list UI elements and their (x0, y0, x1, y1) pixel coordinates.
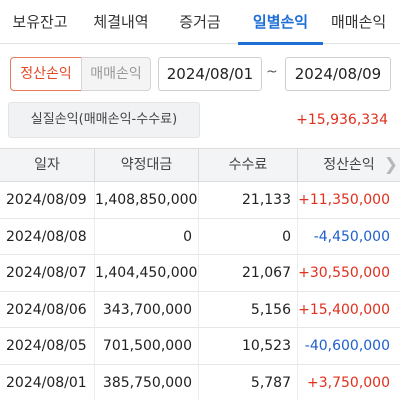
cell-fee: 21,067 (199, 255, 298, 291)
cell-pnl: -4,450,000 (313, 228, 390, 245)
summary-row: 실질손익(매매손익-수수료) +15,936,334 (0, 102, 400, 140)
cell-amount: 1,404,450,000 (95, 255, 199, 291)
tab-executions[interactable]: 체결내역 (93, 13, 149, 31)
cell-pnl: +15,400,000 (298, 301, 390, 318)
header-amount: 약정대금 (95, 149, 199, 181)
tab-daily-pnl[interactable]: 일별손익 (238, 0, 323, 45)
table-row[interactable]: 2024/08/05 701,500,000 10,523 -40,600,00… (0, 328, 400, 365)
table-row[interactable]: 2024/08/08 0 0 -4,450,000 (0, 218, 400, 255)
cell-amount: 0 (95, 218, 199, 255)
date-to-input[interactable]: 2024/08/09 (285, 57, 391, 91)
cell-amount: 1,408,850,000 (95, 182, 199, 218)
cell-fee: 0 (199, 218, 298, 255)
table-row[interactable]: 2024/08/06 343,700,000 5,156 +15,400,000 (0, 291, 400, 328)
cell-pnl: +30,550,000 (298, 265, 390, 281)
cell-date: 2024/08/08 (0, 218, 95, 255)
cell-amount: 385,750,000 (95, 364, 199, 400)
cell-date: 2024/08/09 (0, 182, 95, 218)
table-row[interactable]: 2024/08/09 1,408,850,000 21,133 +11,350,… (0, 182, 400, 219)
tab-holdings[interactable]: 보유잔고 (12, 13, 68, 31)
cell-pnl: +3,750,000 (307, 374, 390, 391)
chevron-right-icon[interactable]: ❯ (383, 155, 398, 175)
cell-fee: 10,523 (199, 328, 298, 364)
cell-fee: 5,156 (199, 291, 298, 328)
date-from-input[interactable]: 2024/08/01 (158, 57, 262, 91)
date-separator: ~ (266, 64, 278, 80)
header-date: 일자 (0, 149, 95, 181)
table-row[interactable]: 2024/08/01 385,750,000 5,787 +3,750,000 (0, 364, 400, 400)
summary-label: 실질손익(매매손익-수수료) (8, 102, 200, 138)
cell-amount: 343,700,000 (95, 291, 199, 328)
cell-pnl: -40,600,000 (304, 338, 390, 354)
cell-amount: 701,500,000 (95, 328, 199, 364)
table-header: 일자 약정대금 수수료 정산손익 ❯ (0, 148, 400, 182)
filter-bar: 정산손익 매매손익 2024/08/01 ~ 2024/08/09 (0, 44, 400, 102)
mode-settlement-button[interactable]: 정산손익 (10, 57, 82, 91)
tab-bar: 보유잔고 체결내역 증거금 일별손익 매매손익 (0, 0, 400, 45)
summary-value: +15,936,334 (296, 112, 388, 128)
cell-date: 2024/08/07 (0, 255, 95, 291)
table-body: 2024/08/09 1,408,850,000 21,133 +11,350,… (0, 182, 400, 400)
tab-margin[interactable]: 증거금 (179, 13, 221, 31)
table-row[interactable]: 2024/08/07 1,404,450,000 21,067 +30,550,… (0, 255, 400, 292)
cell-fee: 21,133 (199, 182, 298, 218)
header-pnl: 정산손익 (323, 157, 375, 173)
mode-trade-button[interactable]: 매매손익 (81, 57, 151, 91)
tab-trade-pnl[interactable]: 매매손익 (331, 13, 387, 31)
cell-fee: 5,787 (199, 364, 298, 400)
cell-date: 2024/08/06 (0, 291, 95, 328)
cell-pnl: +11,350,000 (298, 192, 390, 208)
cell-date: 2024/08/05 (0, 328, 95, 364)
cell-date: 2024/08/01 (0, 364, 95, 400)
header-fee: 수수료 (199, 149, 298, 181)
